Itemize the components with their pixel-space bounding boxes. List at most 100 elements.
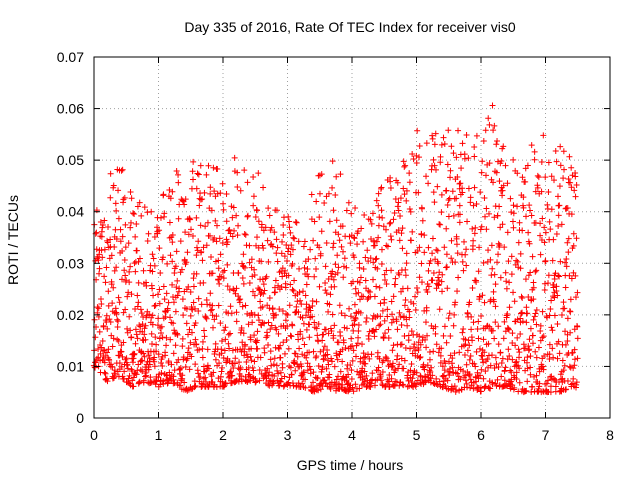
data-point [542,257,549,264]
data-point [438,278,445,285]
data-point [516,349,523,356]
data-point [360,350,367,357]
data-point [318,228,325,235]
data-point [404,322,411,329]
data-point [333,173,340,180]
data-point [562,341,569,348]
data-point [438,345,445,352]
data-point [352,353,359,360]
data-point [341,255,348,262]
data-point [466,371,473,378]
data-point [437,221,444,228]
data-point [186,366,193,373]
data-point [309,297,316,304]
data-point [179,197,186,204]
data-point [456,202,463,209]
data-point [483,205,490,212]
data-point [177,238,184,245]
data-point [463,361,470,368]
data-point [265,205,272,212]
data-point [125,375,132,382]
data-point [99,224,106,231]
data-point [224,283,231,290]
data-point [330,240,337,247]
data-point [170,299,177,306]
data-point [390,293,397,300]
data-point [219,378,226,385]
data-point [551,177,558,184]
data-point [279,273,286,280]
data-point [429,277,436,284]
data-point [164,260,171,267]
data-point [333,217,340,224]
data-point [207,184,214,191]
data-point [271,372,278,379]
data-point [227,303,234,310]
data-point [468,326,475,333]
data-point [531,373,538,380]
data-point [503,278,510,285]
data-point [304,360,311,367]
data-point [202,314,209,321]
data-point [349,384,356,391]
data-point [271,229,278,236]
data-point [135,279,142,286]
data-point [222,336,229,343]
data-point [130,210,137,217]
data-point [518,310,525,317]
data-point [413,381,420,388]
data-point [410,156,417,163]
data-point [287,229,294,236]
data-point [467,199,474,206]
data-point [193,341,200,348]
data-point [135,361,142,368]
data-point [217,190,224,197]
data-point [224,238,231,245]
data-point [448,255,455,262]
data-point [156,245,163,252]
data-point [220,200,227,207]
data-point [241,231,248,238]
data-point [222,380,229,387]
data-point [158,369,165,376]
data-point [400,365,407,372]
data-point [158,323,165,330]
data-point [110,335,117,342]
data-point [479,292,486,299]
data-point [389,360,396,367]
data-point [131,350,138,357]
data-point [494,212,501,219]
data-point [556,350,563,357]
data-point [121,257,128,264]
data-point [243,358,250,365]
data-point [332,191,339,198]
data-point [326,301,333,308]
data-point [480,359,487,366]
data-point [402,162,409,169]
data-point [277,378,284,385]
data-point [132,268,139,275]
data-point [519,174,526,181]
data-point [176,285,183,292]
data-point [122,356,129,363]
data-point [127,327,134,334]
data-point [536,368,543,375]
data-point [352,381,359,388]
data-point [462,377,469,384]
data-point [408,237,415,244]
data-point [260,290,267,297]
data-point [193,244,200,251]
data-point [500,182,507,189]
data-point [355,334,362,341]
data-point [215,276,222,283]
data-point [107,236,114,243]
data-point [179,343,186,350]
data-point [266,212,273,219]
data-point [408,328,415,335]
data-point [304,265,311,272]
data-point [410,383,417,390]
data-point [571,346,578,353]
data-point [433,246,440,253]
data-point [546,351,553,358]
